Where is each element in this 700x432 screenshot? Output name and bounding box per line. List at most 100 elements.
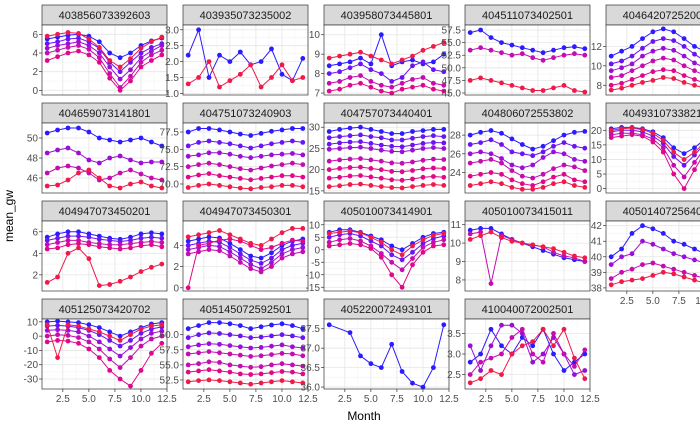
data-point (509, 351, 515, 357)
data-point (389, 131, 395, 137)
data-point (185, 174, 191, 180)
data-point (279, 247, 285, 253)
data-point (488, 179, 494, 185)
y-tick-label: 15 (591, 140, 603, 151)
data-point (65, 242, 71, 248)
data-point (149, 350, 154, 356)
data-point (337, 86, 342, 92)
y-tick-label: 10 (27, 317, 39, 328)
facet-panel: 404642072520001 8 10 12 (591, 4, 700, 96)
data-point (217, 341, 222, 347)
data-point (248, 145, 254, 151)
data-point (149, 242, 154, 248)
data-point (488, 151, 494, 157)
data-point (337, 134, 342, 140)
data-point (530, 55, 536, 61)
data-point (410, 142, 415, 148)
data-point (269, 245, 274, 250)
data-point (248, 335, 254, 341)
data-point (237, 247, 243, 253)
y-tick-label: 12 (591, 42, 603, 53)
data-point (431, 182, 436, 187)
data-point (389, 259, 395, 265)
data-point (608, 127, 614, 133)
data-point (572, 183, 577, 188)
data-point (76, 241, 81, 247)
data-point (44, 280, 50, 285)
data-point (608, 68, 614, 74)
data-point (237, 363, 243, 369)
data-point (499, 80, 504, 86)
data-point (389, 243, 395, 249)
data-point (76, 170, 81, 176)
data-point (248, 262, 254, 267)
data-point (76, 48, 81, 54)
data-point (399, 86, 405, 92)
panel-border (605, 24, 700, 96)
data-point (300, 249, 306, 255)
data-point (499, 322, 504, 328)
data-point (368, 84, 374, 90)
data-point (650, 273, 656, 278)
data-point (65, 177, 71, 183)
data-point (582, 368, 588, 373)
facet-strip-label: 403935073235002 (200, 10, 292, 22)
data-point (44, 242, 50, 248)
data-point (290, 237, 295, 243)
data-point (660, 269, 666, 275)
data-point (358, 144, 363, 150)
data-point (572, 355, 577, 361)
data-point (185, 129, 191, 135)
data-point (389, 185, 395, 190)
data-point (509, 335, 515, 340)
data-point (138, 326, 144, 332)
data-point (138, 50, 144, 56)
data-point (519, 45, 525, 51)
data-point (128, 50, 133, 56)
data-point (378, 167, 384, 173)
data-point (65, 333, 71, 338)
data-point (509, 177, 515, 183)
y-tick-label: 11 (451, 220, 462, 231)
data-point (561, 326, 567, 332)
data-point (206, 230, 212, 236)
data-point (227, 332, 233, 338)
facet-strip-label: 404947073450301 (200, 206, 292, 218)
data-point (582, 376, 588, 382)
y-tick-label: -10 (24, 346, 39, 357)
data-point (671, 238, 677, 244)
y-tick-label: 8 (455, 275, 461, 286)
y-tick-label: 36.0 (301, 383, 321, 394)
data-point (389, 247, 395, 253)
data-point (196, 361, 202, 367)
data-point (561, 83, 567, 88)
data-point (86, 167, 92, 173)
facet-strip-label: 405145072592501 (200, 304, 292, 316)
facet-strip-label: 404642072520001 (623, 10, 700, 22)
data-point (519, 343, 525, 349)
data-point (279, 71, 285, 77)
y-tick-label: 2 (32, 270, 38, 281)
data-point (540, 326, 546, 332)
data-point (608, 82, 614, 88)
data-point (217, 52, 222, 58)
data-point (55, 323, 60, 328)
data-point (138, 330, 144, 336)
data-point (551, 331, 556, 336)
facet-strip-label: 405125073420702 (59, 304, 151, 316)
data-point (290, 151, 295, 156)
data-point (692, 160, 697, 165)
data-point (347, 75, 353, 80)
data-point (530, 183, 536, 188)
y-tick-label: 3.0 (447, 350, 461, 361)
data-point (269, 174, 274, 180)
y-tick-label: 41 (591, 237, 603, 248)
data-point (149, 323, 154, 329)
data-point (149, 175, 154, 181)
x-tick-label: 5.0 (82, 394, 96, 405)
y-tick-label: 3.5 (447, 329, 461, 340)
data-point (629, 53, 635, 59)
facet-strip-label: 405010073415011 (482, 206, 573, 218)
facet-panel: 404659073141801 46 48 50 (27, 102, 168, 194)
data-point (227, 232, 233, 238)
